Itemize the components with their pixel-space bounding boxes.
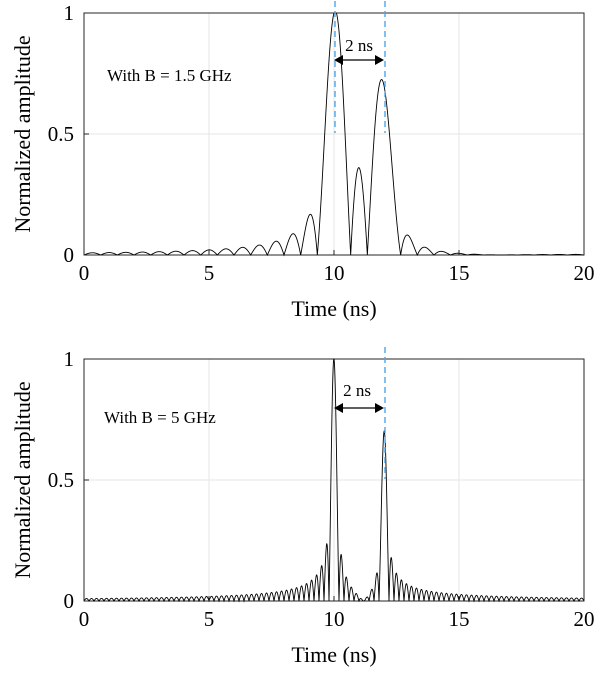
y-tick-label: 1: [64, 347, 75, 371]
y-ticks-top: 00.51: [48, 1, 89, 267]
y-tick-label: 0: [64, 589, 75, 613]
y-tick-label: 1: [64, 1, 75, 25]
x-tick-label: 0: [79, 607, 90, 631]
separation-arrow-bottom: [334, 403, 384, 413]
separation-label-top: 2 ns: [345, 36, 373, 55]
annotation-top: With B = 1.5 GHz: [107, 66, 232, 85]
y-axis-label-top: Normalized amplitude: [10, 35, 35, 232]
x-tick-label: 15: [449, 607, 470, 631]
y-tick-label: 0: [64, 243, 75, 267]
x-ticks-top: 0 5 10 15 20: [79, 250, 595, 285]
y-axis-label-bottom: Normalized amplitude: [10, 381, 35, 578]
separation-label-bottom: 2 ns: [343, 381, 371, 400]
panel-top: 0 5 10 15 20 00.51 Time (ns) Normalized ampl…: [10, 1, 595, 321]
x-tick-label: 15: [449, 261, 470, 285]
x-tick-label: 5: [204, 261, 215, 285]
y-ticks-bottom: 00.51: [48, 347, 89, 613]
signal-curve-top: [83, 12, 585, 257]
signal-curve-bottom: [83, 358, 585, 603]
x-tick-label: 5: [204, 607, 215, 631]
separation-arrow-top: [334, 55, 384, 65]
x-tick-label: 20: [574, 607, 595, 631]
x-axis-label-top: Time (ns): [291, 296, 376, 321]
x-ticks-bottom: 0 5 10 15 20: [79, 596, 595, 631]
x-axis-label-bottom: Time (ns): [291, 642, 376, 667]
annotation-bottom: With B = 5 GHz: [104, 408, 216, 427]
grid-bottom: [84, 359, 584, 601]
x-tick-label: 0: [79, 261, 90, 285]
y-tick-label: 0.5: [48, 122, 74, 146]
peak-markers-top: [334, 1, 386, 133]
y-tick-label: 0.5: [48, 468, 74, 492]
x-tick-label: 10: [324, 607, 345, 631]
x-tick-label: 20: [574, 261, 595, 285]
grid-top: [84, 13, 584, 255]
panel-bottom: 0 5 10 15 20 00.51 Time (ns) Normalized ampl…: [10, 347, 595, 667]
x-tick-label: 10: [324, 261, 345, 285]
